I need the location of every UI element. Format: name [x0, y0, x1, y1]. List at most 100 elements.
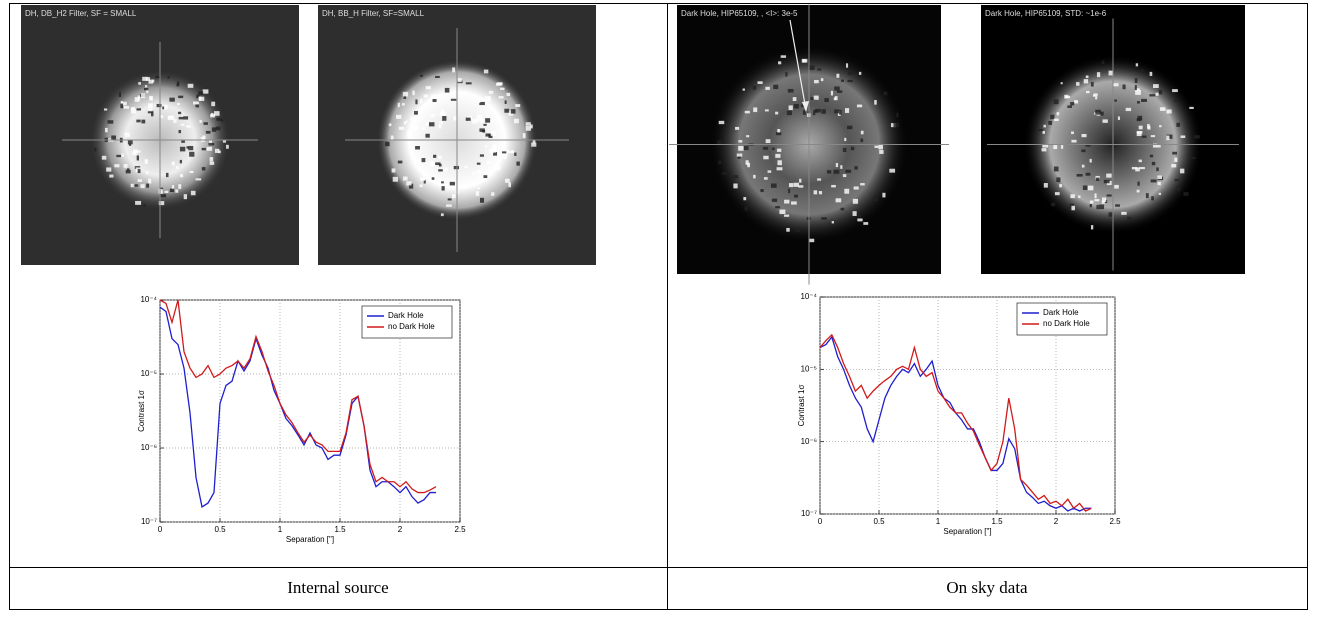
speckle — [1156, 145, 1161, 148]
speckle — [757, 81, 763, 84]
speckle — [1166, 134, 1173, 139]
speckle — [850, 146, 855, 151]
speckle — [1179, 168, 1185, 174]
speckle — [1106, 194, 1112, 197]
speckle — [472, 118, 478, 124]
speckle — [1060, 82, 1063, 85]
speckle — [124, 132, 130, 137]
speckle — [175, 189, 179, 193]
speckle — [477, 187, 480, 190]
speckle — [429, 161, 436, 166]
speckle — [145, 171, 149, 175]
speckle — [146, 183, 150, 188]
speckle — [738, 145, 744, 151]
speckle — [195, 104, 200, 108]
speckle — [504, 178, 510, 183]
speckle — [767, 170, 772, 173]
speckle — [1059, 184, 1063, 188]
speckle — [836, 90, 843, 93]
speckle — [1114, 184, 1119, 189]
speckle — [1095, 175, 1100, 180]
speckle — [421, 126, 425, 130]
speckle — [744, 206, 748, 211]
speckle — [1051, 202, 1056, 207]
speckle — [187, 83, 194, 88]
table-border — [9, 3, 1308, 610]
speckle — [788, 105, 793, 111]
speckle — [120, 100, 123, 106]
speckle — [764, 109, 769, 112]
speckle — [419, 184, 423, 188]
speckle — [209, 140, 212, 145]
speckle — [810, 97, 816, 101]
speckle — [1085, 90, 1090, 94]
speckle — [103, 108, 108, 111]
speckle — [890, 123, 896, 128]
speckle — [733, 183, 738, 189]
speckle — [1093, 93, 1098, 97]
speckle — [514, 152, 517, 156]
speckle — [168, 115, 175, 120]
speckle — [476, 170, 482, 174]
speckle — [831, 184, 836, 188]
speckle — [1085, 75, 1089, 79]
speckle — [841, 79, 844, 82]
speckle — [744, 110, 750, 114]
speckle — [775, 206, 781, 209]
speckle — [852, 211, 857, 216]
speckle — [1158, 89, 1163, 95]
arrow — [789, 19, 807, 111]
speckle — [844, 137, 847, 142]
x-tick-label: 2 — [1054, 517, 1059, 526]
speckle — [449, 181, 455, 186]
speckle — [752, 85, 757, 90]
speckle — [162, 106, 165, 110]
speckle — [408, 183, 414, 189]
speckle — [200, 136, 205, 142]
speckle — [1156, 167, 1159, 172]
speckle — [107, 120, 114, 124]
speckle — [745, 160, 749, 165]
speckle — [786, 110, 792, 116]
speckle — [1152, 143, 1158, 148]
speckle — [516, 161, 520, 166]
speckle — [717, 140, 723, 146]
speckle — [830, 90, 834, 96]
speckle — [736, 153, 743, 157]
speckle — [787, 88, 794, 93]
speckle — [1176, 122, 1181, 127]
speckle — [127, 140, 133, 145]
speckle — [1043, 124, 1046, 128]
speckle — [441, 109, 444, 112]
speckle — [835, 198, 842, 203]
speckle — [847, 79, 853, 83]
speckle — [211, 101, 216, 107]
series-line — [159, 299, 437, 494]
speckle — [135, 200, 142, 205]
speckle — [178, 95, 184, 99]
speckle — [1053, 99, 1059, 105]
speckle — [410, 117, 415, 120]
speckle — [1081, 164, 1085, 168]
x-tick-label: 2.5 — [1109, 517, 1121, 526]
speckle — [857, 212, 861, 217]
speckle — [1149, 154, 1154, 158]
legend-label: Dark Hole — [388, 311, 424, 320]
speckle — [214, 148, 220, 153]
speckle — [874, 145, 879, 148]
speckle — [1172, 89, 1178, 93]
speckle — [802, 59, 806, 63]
speckle — [441, 186, 445, 191]
speckle — [402, 91, 409, 97]
speckle — [1102, 197, 1107, 203]
speckle — [160, 194, 167, 198]
speckle — [1081, 149, 1086, 153]
speckle — [1102, 119, 1108, 123]
speckle — [1094, 193, 1097, 199]
speckle — [141, 93, 146, 99]
speckle — [824, 98, 829, 103]
speckle — [1082, 185, 1088, 190]
speckle — [1067, 105, 1073, 108]
speckle — [785, 72, 788, 77]
speckle — [845, 63, 849, 68]
